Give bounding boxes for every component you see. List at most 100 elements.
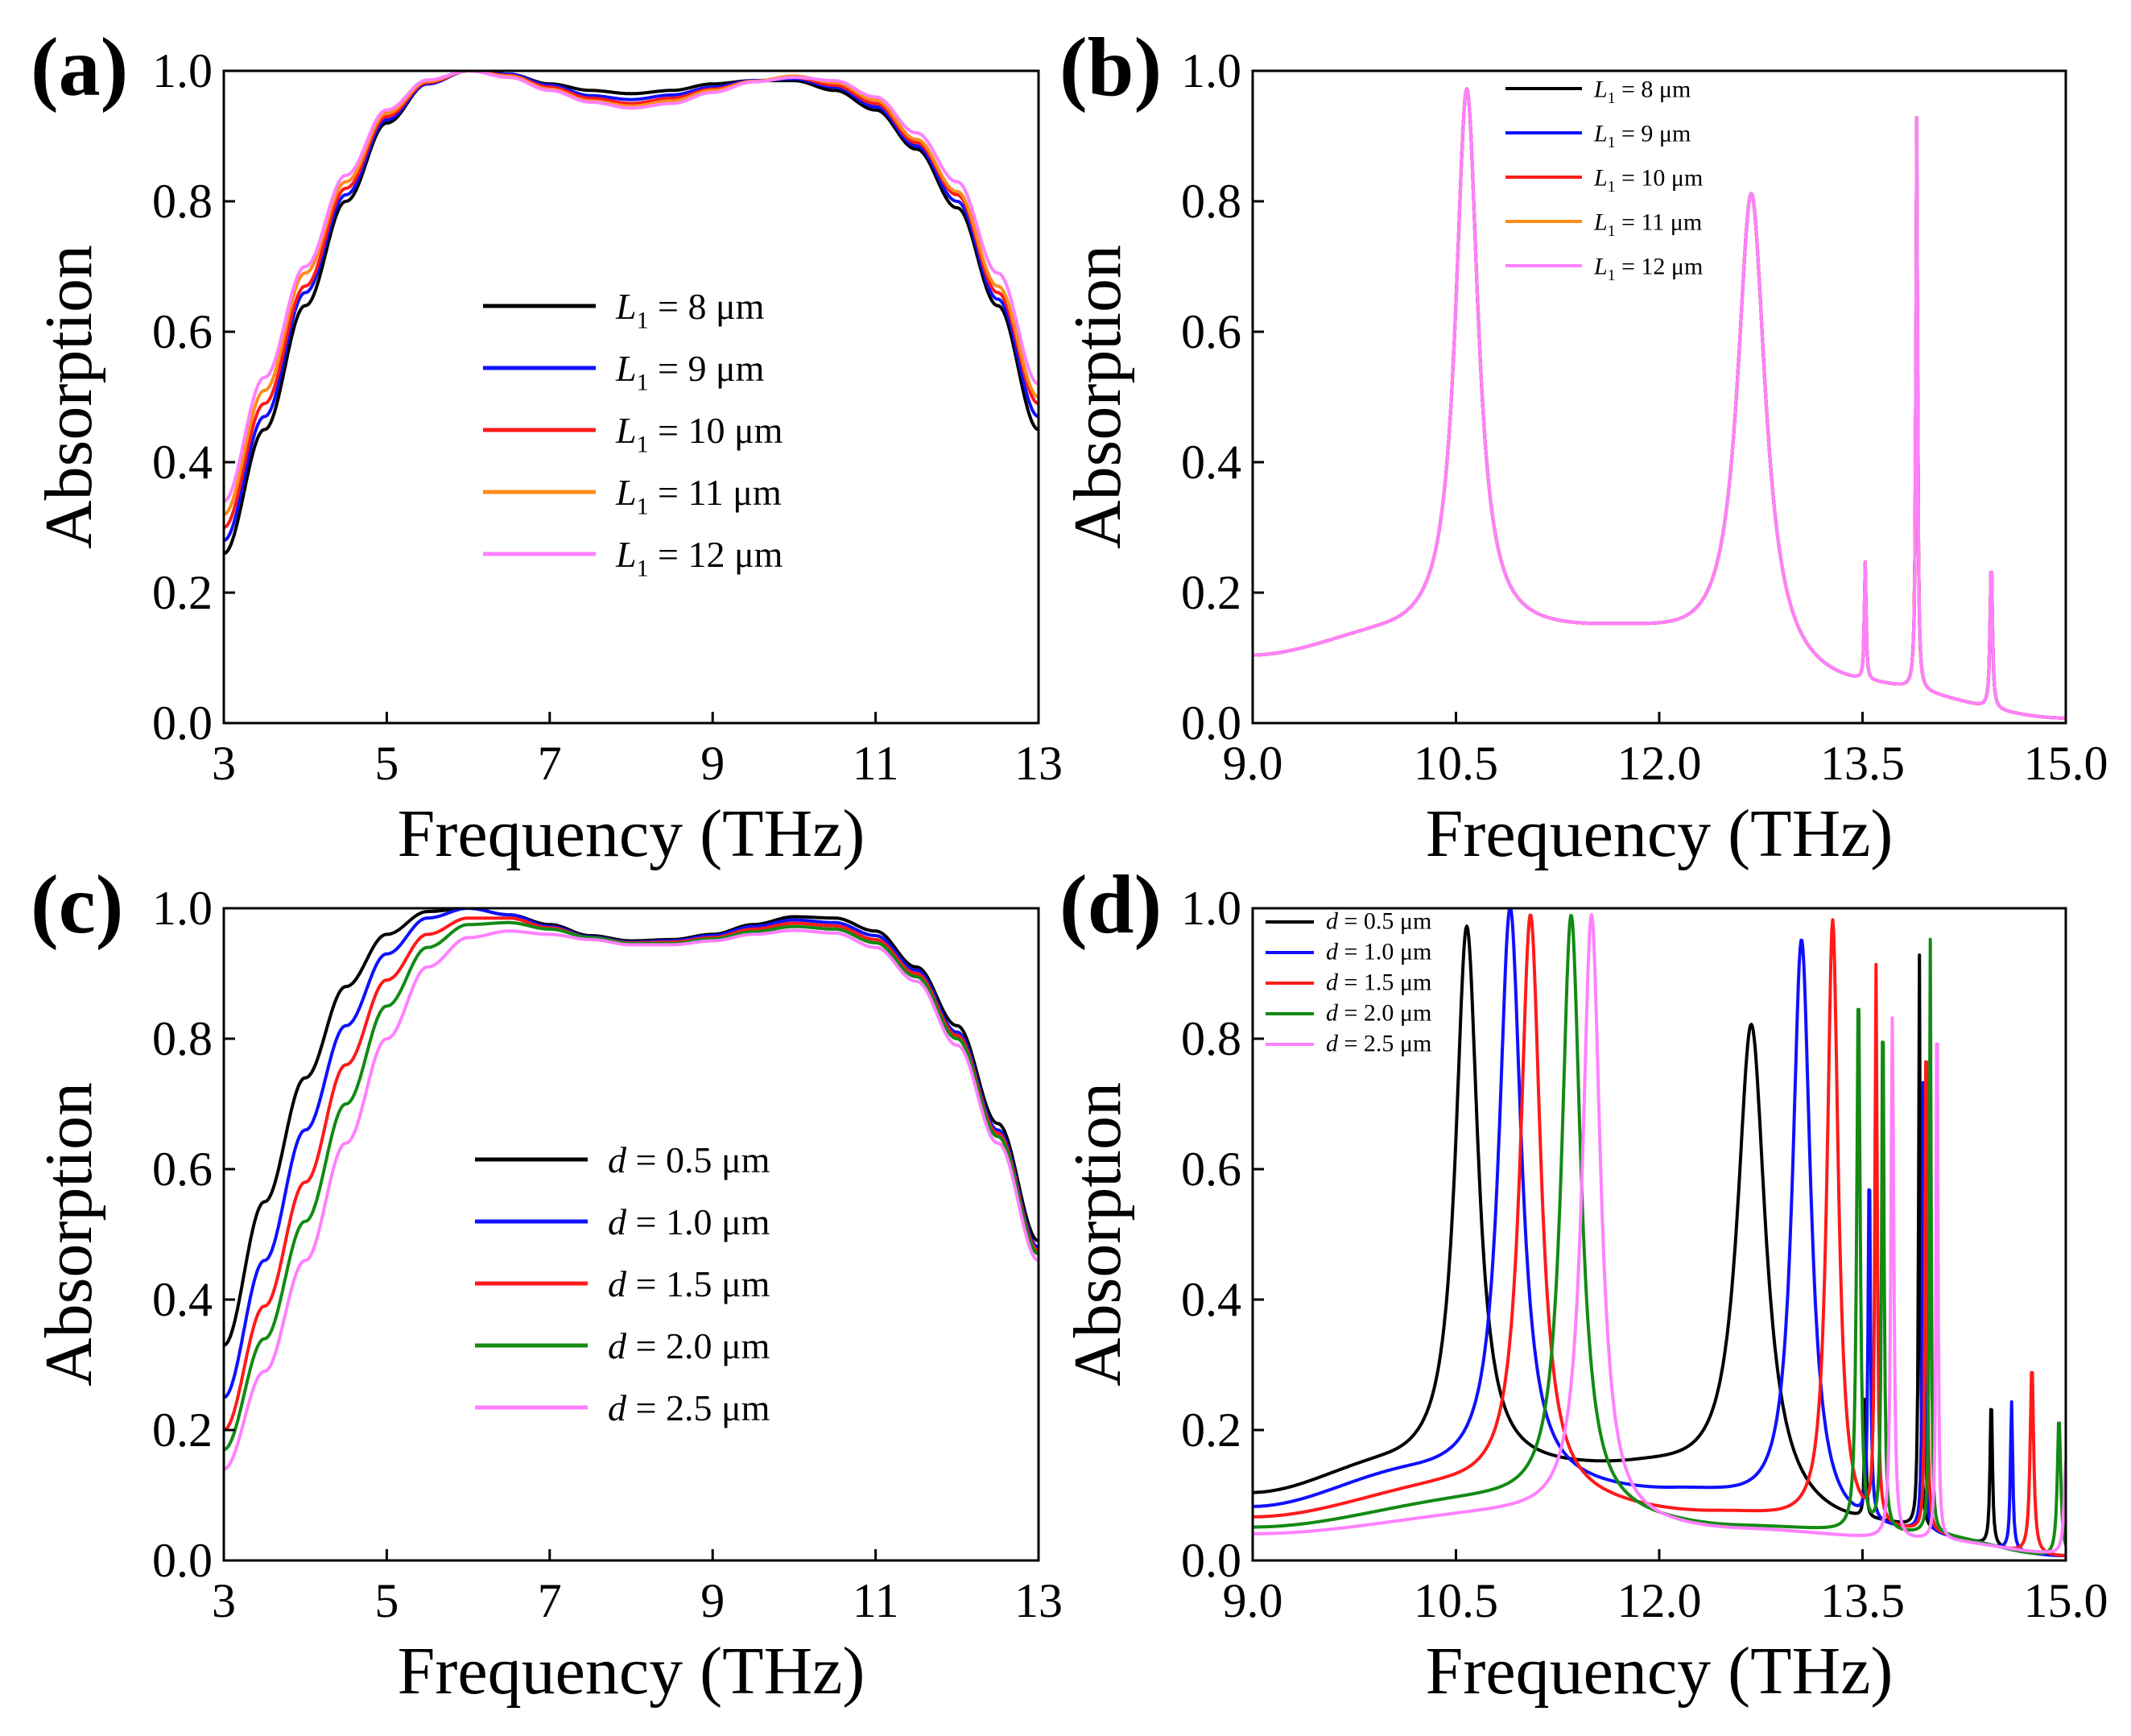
- x-tick-label: 15.0: [2024, 737, 2108, 790]
- legend-label: L1 = 9 μm: [1593, 121, 1691, 152]
- y-tick-label: 0.2: [152, 566, 213, 619]
- series-group: [1253, 908, 2066, 1558]
- legend-label: L1 = 12 μm: [615, 534, 783, 582]
- legend-label: L1 = 8 μm: [615, 286, 765, 334]
- series-line-1: [224, 71, 1039, 556]
- x-tick-label: 12.0: [1617, 737, 1702, 790]
- panel-a: (a) 3 5 7 9 11 13 0.0 0.2 0.4 0.6 0.8 1.0 Frequency (…: [31, 21, 1063, 871]
- x-tick-label: 15.0: [2024, 1574, 2108, 1627]
- x-tick-label: 9.0: [1223, 737, 1283, 790]
- series-line-2: [224, 71, 1039, 543]
- x-tick-label: 13: [1014, 1574, 1063, 1627]
- panel-c: (c) 3 5 7 9 11 13 0.0 0.2 0.4 0.6 0.8 1.0 Frequency (…: [31, 858, 1063, 1709]
- panel-b: (b) 9.0 10.5 12.0 13.5 15.0 0.0 0.2 0.4 0.6 0.8 1.0…: [1059, 21, 2108, 871]
- panel-label: (c): [31, 858, 123, 951]
- y-tick-label: 1.0: [1181, 44, 1241, 97]
- x-tick-label: 9.0: [1223, 1574, 1283, 1627]
- y-tick-label: 1.0: [1181, 882, 1241, 935]
- series-group: [224, 908, 1039, 1471]
- y-tick-label: 0.8: [1181, 1012, 1241, 1065]
- legend-label: L1 = 11 μm: [1593, 209, 1702, 241]
- y-tick-label: 0.4: [152, 436, 213, 489]
- y-tick-label: 0.0: [1181, 696, 1241, 750]
- series-line-3: [224, 71, 1039, 529]
- legend-label: d = 2.0 μm: [1326, 999, 1431, 1026]
- x-tick-label: 13.5: [1820, 737, 1905, 790]
- x-axis-title: Frequency (THz): [398, 796, 865, 871]
- series-line-5: [224, 71, 1039, 503]
- legend-label: L1 = 10 μm: [1593, 165, 1703, 196]
- series-line-4: [224, 920, 1039, 1452]
- panel-d: (d) 9.0 10.5 12.0 13.5 15.0 0.0 0.2 0.4 0.6 0.8 1.0…: [1059, 858, 2108, 1709]
- y-tick-label: 0.8: [152, 1012, 213, 1065]
- series-line-3: [1253, 913, 2066, 1557]
- legend-label: d = 1.0 μm: [608, 1201, 770, 1242]
- y-tick-label: 0.8: [152, 175, 213, 228]
- panel-label: (b): [1059, 21, 1162, 114]
- y-tick-label: 0.4: [152, 1273, 213, 1326]
- legend-label: L1 = 12 μm: [1593, 254, 1703, 285]
- y-tick-label: 0.2: [1181, 1403, 1241, 1457]
- x-tick-label: 13: [1014, 737, 1063, 790]
- x-tick-label: 3: [212, 1574, 236, 1627]
- x-tick-label: 10.5: [1414, 737, 1498, 790]
- legend-label: L1 = 8 μm: [1593, 76, 1691, 108]
- plot-frame: [222, 907, 1040, 1562]
- y-tick-label: 0.4: [1181, 1273, 1241, 1326]
- y-axis-title: Absorption: [1060, 1082, 1135, 1387]
- legend-label: d = 2.5 μm: [608, 1387, 770, 1428]
- y-tick-label: 0.6: [152, 305, 213, 358]
- panel-label: (d): [1059, 858, 1162, 951]
- y-axis-title: Absorption: [31, 245, 106, 549]
- x-tick-label: 7: [538, 737, 562, 790]
- x-tick-label: 9: [700, 1574, 725, 1627]
- legend-label: d = 0.5 μm: [608, 1139, 770, 1180]
- legend-label: L1 = 10 μm: [615, 410, 783, 458]
- legend: d = 0.5 μm d = 1.0 μm d = 1.5 μm d = 2.0 μm…: [475, 1139, 770, 1428]
- legend: L1 = 8 μm L1 = 9 μm L1 = 10 μm L1 = 11 μm L1…: [483, 286, 783, 582]
- y-tick-label: 0.6: [1181, 305, 1241, 358]
- legend-label: L1 = 9 μm: [615, 348, 765, 396]
- y-tick-label: 0.6: [1181, 1143, 1241, 1196]
- x-tick-label: 10.5: [1414, 1574, 1498, 1627]
- series-line-4: [224, 71, 1039, 516]
- y-tick-label: 0.0: [152, 696, 213, 750]
- y-tick-label: 0.2: [152, 1403, 213, 1457]
- series-group: [1253, 87, 2066, 720]
- legend-label: d = 1.5 μm: [608, 1263, 770, 1304]
- panel-label: (a): [31, 21, 128, 114]
- y-tick-label: 0.0: [1181, 1534, 1241, 1587]
- plot-frame: [222, 69, 1040, 725]
- y-tick-label: 0.6: [152, 1143, 213, 1196]
- x-tick-label: 13.5: [1820, 1574, 1905, 1627]
- x-tick-label: 5: [374, 1574, 399, 1627]
- x-axis-title: Frequency (THz): [398, 1634, 865, 1709]
- legend-label: d = 0.5 μm: [1326, 907, 1431, 934]
- y-axis-title: Absorption: [1060, 245, 1135, 549]
- legend-label: d = 2.5 μm: [1326, 1030, 1431, 1056]
- x-tick-label: 11: [853, 737, 899, 790]
- x-tick-label: 7: [538, 1574, 562, 1627]
- y-tick-label: 0.2: [1181, 566, 1241, 619]
- x-tick-label: 12.0: [1617, 1574, 1702, 1627]
- series-line-5: [224, 928, 1039, 1471]
- x-tick-label: 5: [374, 737, 399, 790]
- y-tick-label: 0.0: [152, 1534, 213, 1587]
- y-tick-label: 1.0: [152, 44, 213, 97]
- series-line-5: [1253, 913, 2066, 1554]
- x-axis-title: Frequency (THz): [1426, 1634, 1894, 1709]
- y-axis-title: Absorption: [31, 1082, 106, 1387]
- x-tick-label: 3: [212, 737, 236, 790]
- y-tick-label: 1.0: [152, 882, 213, 935]
- x-axis-title: Frequency (THz): [1426, 796, 1894, 871]
- x-tick-label: 9: [700, 737, 725, 790]
- legend-label: L1 = 11 μm: [615, 472, 782, 520]
- y-tick-label: 0.4: [1181, 436, 1241, 489]
- legend-label: d = 2.0 μm: [608, 1325, 770, 1366]
- legend-label: d = 1.5 μm: [1326, 969, 1431, 995]
- x-tick-label: 11: [853, 1574, 899, 1627]
- y-tick-label: 0.8: [1181, 175, 1241, 228]
- legend: L1 = 8 μm L1 = 9 μm L1 = 10 μm L1 = 11 μm L1…: [1505, 76, 1703, 285]
- series-line-5: [1253, 87, 2066, 720]
